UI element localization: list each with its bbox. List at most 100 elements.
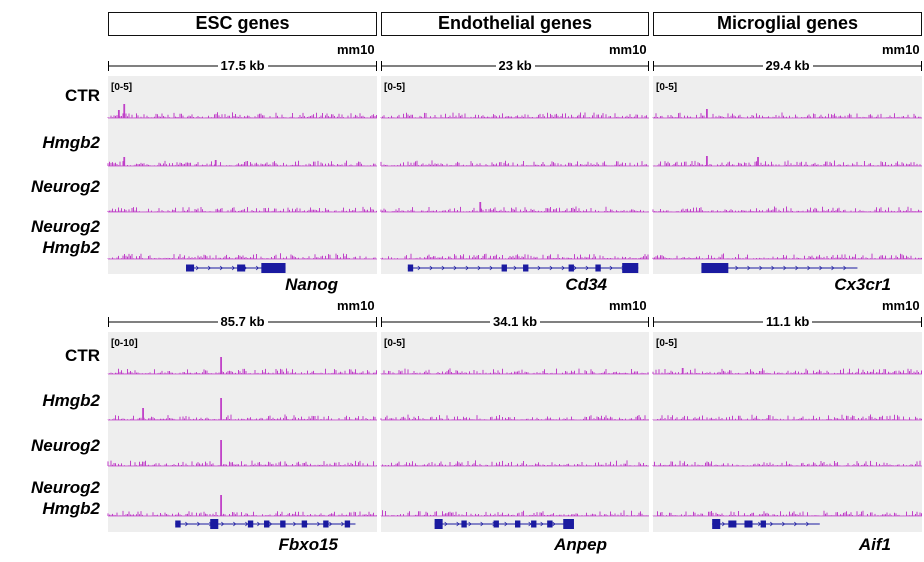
track-panel-cd34 [381,76,649,274]
gene-model [175,519,356,529]
header-microglial-genes: Microglial genes [653,12,922,36]
signal-track [652,253,922,259]
strand-arrow [540,521,544,527]
strand-arrow [329,521,333,527]
row-label-neurog2-top: Neurog2 [31,177,100,196]
signal-peak [220,398,222,420]
assembly-label: mm10 [609,42,647,57]
gene-model [407,263,639,273]
strand-arrow [721,521,726,527]
gene-exon [186,264,195,272]
gene-exon [461,520,467,528]
gene-exon [280,520,286,528]
strand-arrow [489,265,493,271]
scale-label: 85.7 kb [217,314,268,329]
scale-label: 34.1 kb [490,314,541,329]
scale-label: 11.1 kb [763,314,813,329]
data-range-label: [0-5] [384,338,406,349]
signal-track [380,414,649,420]
gene-exon [501,264,507,272]
strand-arrow [585,265,589,271]
strand-arrow [759,265,763,271]
signal-peak [123,157,126,166]
assembly-label: mm10 [337,42,375,57]
assembly-label: mm10 [882,42,920,57]
assembly-label: mm10 [882,298,920,313]
strand-arrow [477,265,481,271]
strand-arrow [207,265,212,271]
signal-peak [123,104,126,118]
signal-track [380,112,649,118]
signal-track [107,368,377,374]
gene-model [434,519,574,529]
signal-track [652,414,922,420]
strand-arrow [456,521,460,527]
track-panel-nanog [108,76,377,274]
gene-exon [622,263,639,273]
data-range-label: [0-5] [384,82,406,93]
gene-model [186,263,286,273]
strand-arrow [769,521,774,527]
gene-exon [175,520,181,528]
signal-track [107,112,377,118]
gene-exon [760,520,766,528]
gene-exon [595,264,601,272]
signal-peak [117,110,120,118]
strand-arrow [341,521,345,527]
signal-track [380,160,649,166]
signal-track [652,368,922,374]
signal-tracks [107,104,377,260]
row-label-neurog2-hmgb2-top-2: Hmgb2 [42,238,100,257]
signal-track [380,206,649,212]
strand-arrow [233,521,237,527]
signal-peak [220,440,222,466]
signal-tracks [652,109,922,260]
signal-peak [220,495,222,516]
signal-track [107,206,377,212]
row-label-neurog2-hmgb2-bottom-2: Hmgb2 [42,499,100,518]
strand-arrow [195,265,200,271]
strand-arrow [429,265,433,271]
track-panel-cx3cr1 [653,76,922,274]
strand-arrow [269,521,273,527]
strand-arrow [831,265,835,271]
gene-exon [323,520,329,528]
signal-track [107,460,377,466]
gene-exon [712,519,721,529]
strand-arrow [480,521,484,527]
strand-arrow [468,521,472,527]
gene-exon [210,519,219,529]
strand-arrow [245,521,249,527]
signal-track [380,510,649,516]
scale-label: 23 kb [495,58,535,73]
gene-exon [728,520,737,528]
strand-arrow [609,265,613,271]
assembly-label: mm10 [609,298,647,313]
row-label-neurog2-hmgb2-bottom-1: Neurog2 [31,478,100,497]
gene-exon [515,520,521,528]
gene-name-label: Nanog [285,275,338,294]
gene-exon [237,264,246,272]
assembly-label: mm10 [337,298,375,313]
signal-track [107,160,377,166]
strand-arrow [219,265,224,271]
strand-arrow [781,521,786,527]
signal-tracks [380,368,649,517]
data-range-label: [0-5] [656,82,678,93]
strand-arrow [465,265,469,271]
gene-exon [744,520,753,528]
signal-track [107,510,377,516]
strand-arrow [735,265,739,271]
track-panel-anpep [381,332,649,532]
gene-model [712,519,820,529]
gene-exon [493,520,499,528]
gene-exon [701,263,729,273]
gene-name-label: Cd34 [565,275,607,294]
signal-track [652,112,922,118]
strand-arrow [197,521,201,527]
strand-arrow [561,265,565,271]
signal-tracks [380,112,649,260]
strand-arrow [771,265,775,271]
strand-arrow [573,265,577,271]
strand-arrow [504,521,508,527]
